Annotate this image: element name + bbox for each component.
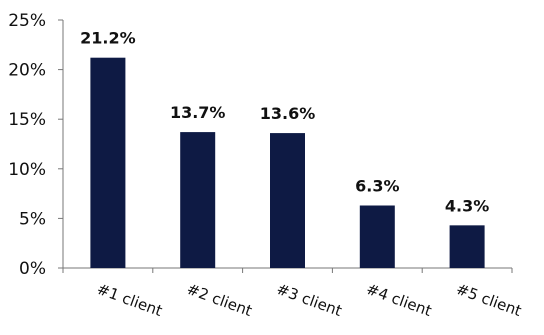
axes: 0% 5% 10% 15% 20% 25% [8, 11, 513, 279]
y-tick-label: 15% [8, 110, 46, 130]
category-label-5: #5 client [454, 280, 524, 320]
bars [90, 57, 485, 268]
data-label-2: 13.7% [170, 103, 226, 122]
bar-5 [449, 225, 485, 268]
y-tick-label: 0% [19, 259, 46, 279]
data-label-3: 13.6% [260, 104, 316, 123]
category-label-4: #4 client [364, 280, 434, 320]
category-label-3: #3 client [274, 280, 344, 320]
y-tick-label: 20% [8, 61, 46, 81]
bar-1 [90, 57, 126, 268]
data-label-1: 21.2% [80, 29, 136, 48]
category-label-1: #1 client [95, 280, 165, 320]
bar-2 [180, 132, 216, 268]
data-label-5: 4.3% [445, 196, 489, 215]
data-label-4: 6.3% [355, 177, 399, 196]
bar-4 [359, 205, 395, 268]
y-tick-label: 5% [19, 209, 46, 229]
category-label-2: #2 client [184, 280, 254, 320]
y-tick-label: 25% [8, 11, 46, 31]
y-tick-label: 10% [8, 160, 46, 180]
bar-3 [270, 133, 305, 268]
